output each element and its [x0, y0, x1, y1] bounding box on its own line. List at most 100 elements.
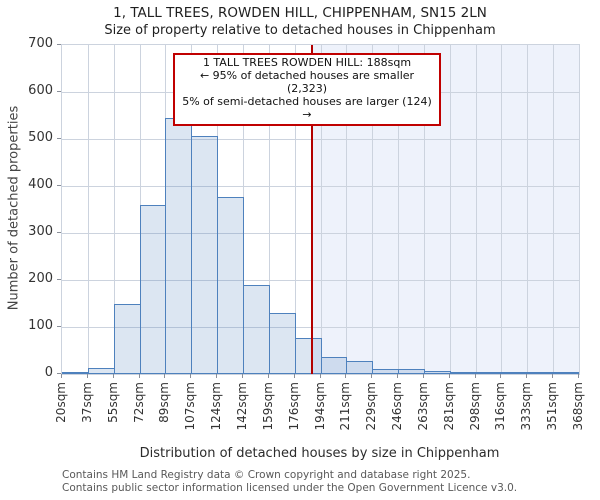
x-tick-label: 142sqm: [235, 382, 249, 431]
histogram-bar: [165, 118, 192, 374]
histogram-bar: [501, 372, 528, 374]
y-gridline: [62, 186, 579, 187]
y-tick-mark: [57, 326, 61, 327]
histogram-bar: [321, 357, 347, 374]
page-subtitle: Size of property relative to detached ho…: [104, 23, 496, 38]
x-gridline: [527, 45, 528, 374]
x-tick-mark: [449, 374, 450, 378]
x-tick-mark: [475, 374, 476, 378]
histogram-bar: [346, 361, 373, 374]
x-gridline: [372, 45, 373, 374]
page-title: 1, TALL TREES, ROWDEN HILL, CHIPPENHAM, …: [113, 5, 487, 21]
histogram-bar: [269, 313, 296, 374]
x-tick-label: 281sqm: [442, 382, 456, 431]
x-tick-label: 229sqm: [364, 382, 378, 431]
y-tick-mark: [57, 91, 61, 92]
y-tick-label: 500: [28, 130, 53, 145]
y-tick-mark: [57, 44, 61, 45]
x-gridline: [501, 45, 502, 374]
x-tick-label: 72sqm: [132, 382, 146, 423]
x-tick-mark: [526, 374, 527, 378]
x-tick-mark: [345, 374, 346, 378]
x-tick-mark: [61, 374, 62, 378]
x-tick-mark: [216, 374, 217, 378]
x-tick-label: 107sqm: [183, 382, 197, 431]
y-tick-mark: [57, 373, 61, 374]
x-tick-mark: [113, 374, 114, 378]
x-tick-mark: [139, 374, 140, 378]
x-tick-mark: [371, 374, 372, 378]
x-tick-label: 55sqm: [106, 382, 120, 423]
x-tick-label: 211sqm: [338, 382, 352, 431]
x-tick-mark: [552, 374, 553, 378]
x-tick-label: 20sqm: [54, 382, 68, 423]
footer-attribution: Contains HM Land Registry data © Crown c…: [62, 469, 517, 494]
x-gridline: [321, 45, 322, 374]
x-tick-mark: [294, 374, 295, 378]
histogram-bar: [527, 372, 554, 374]
histogram-bar: [88, 368, 115, 374]
x-tick-label: 316sqm: [493, 382, 507, 431]
y-gridline: [62, 327, 579, 328]
y-gridline: [62, 139, 579, 140]
footer-line-1: Contains HM Land Registry data © Crown c…: [62, 469, 471, 481]
x-tick-label: 298sqm: [468, 382, 482, 431]
annotation-property-line: 1 TALL TREES ROWDEN HILL: 188sqm: [202, 56, 412, 69]
y-tick-label: 200: [28, 271, 53, 286]
histogram-bar: [476, 372, 502, 374]
histogram-bar: [62, 372, 89, 374]
x-tick-label: 159sqm: [261, 382, 275, 431]
histogram-bar: [217, 197, 244, 374]
histogram-bar: [114, 304, 141, 374]
footer-line-2: Contains public sector information licen…: [62, 481, 518, 494]
x-tick-label: 351sqm: [545, 382, 559, 431]
x-gridline: [476, 45, 477, 374]
x-tick-label: 124sqm: [209, 382, 223, 431]
y-gridline: [62, 233, 579, 234]
x-axis-title: Distribution of detached houses by size …: [139, 446, 500, 461]
x-tick-label: 176sqm: [287, 382, 301, 431]
x-tick-mark: [268, 374, 269, 378]
x-tick-mark: [242, 374, 243, 378]
x-tick-label: 246sqm: [390, 382, 404, 431]
x-tick-mark: [320, 374, 321, 378]
x-tick-mark: [423, 374, 424, 378]
histogram-bar: [450, 372, 477, 374]
histogram-bar: [295, 338, 322, 374]
x-tick-mark: [578, 374, 579, 378]
x-tick-mark: [190, 374, 191, 378]
annotation-smaller-line: ← 95% of detached houses are smaller (2,…: [199, 68, 415, 95]
histogram-bar: [243, 285, 270, 374]
histogram-bar: [191, 136, 218, 374]
histogram-bar: [553, 372, 579, 374]
x-gridline: [424, 45, 425, 374]
x-gridline: [346, 45, 347, 374]
x-gridline: [295, 45, 296, 374]
y-gridline: [62, 280, 579, 281]
x-tick-mark: [397, 374, 398, 378]
y-tick-label: 400: [28, 177, 53, 192]
x-tick-label: 194sqm: [313, 382, 327, 431]
y-tick-label: 300: [28, 224, 53, 239]
annotation-larger-line: 5% of semi-detached houses are larger (1…: [182, 94, 432, 121]
x-gridline: [450, 45, 451, 374]
histogram-bar: [372, 369, 399, 374]
y-tick-mark: [57, 138, 61, 139]
x-gridline: [114, 45, 115, 374]
y-tick-label: 100: [28, 318, 53, 333]
x-tick-mark: [164, 374, 165, 378]
x-gridline: [88, 45, 89, 374]
x-gridline: [398, 45, 399, 374]
y-tick-label: 0: [44, 365, 53, 380]
y-tick-label: 600: [28, 83, 53, 98]
y-tick-label: 700: [28, 36, 53, 51]
y-tick-mark: [57, 279, 61, 280]
x-tick-mark: [500, 374, 501, 378]
histogram-bar: [398, 369, 425, 374]
x-tick-label: 89sqm: [157, 382, 171, 423]
property-size-marker-line: [311, 45, 313, 374]
x-tick-label: 263sqm: [416, 382, 430, 431]
annotation-box: 1 TALL TREES ROWDEN HILL: 188sqm ← 95% o…: [173, 53, 441, 126]
histogram-bar: [140, 205, 166, 374]
